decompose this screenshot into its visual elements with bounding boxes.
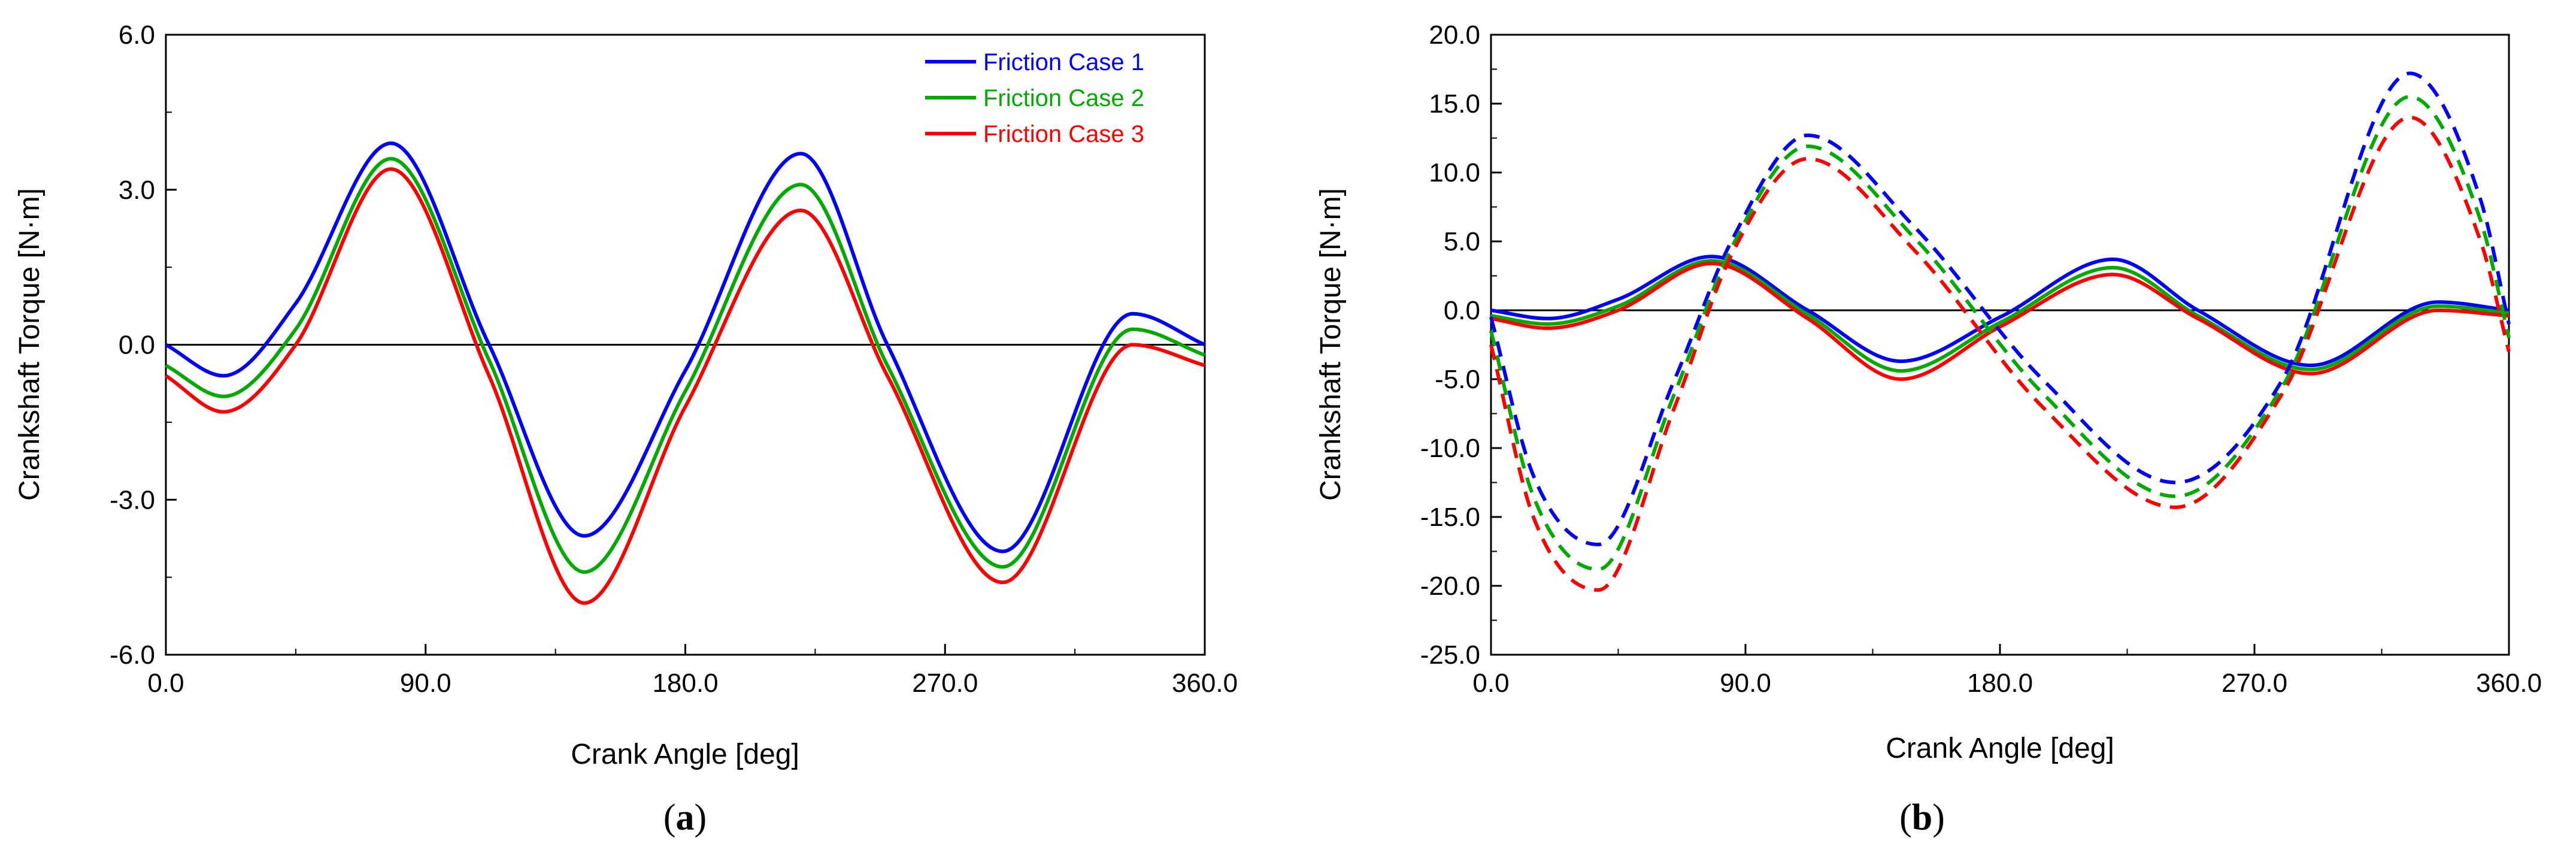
b-y-tick-label-9: 20.0	[1429, 20, 1480, 50]
chart-b-ticks: 0.0 90.0 180.0 270.0 360.0 -25.0 -20.0 -15.0 -10…	[1420, 20, 2542, 698]
panel-label-a-letter: a	[676, 797, 695, 838]
panel-label-a-open: (	[663, 797, 676, 838]
b-x-tick-label-3: 270.0	[2222, 668, 2287, 698]
b-series-friction-case-2	[1490, 259, 2510, 373]
chart-a-legend: Friction Case 1 Friction Case 2 Friction…	[925, 49, 1144, 147]
panel-label-b-letter: b	[1912, 797, 1932, 838]
a-x-tick-label-3: 270.0	[912, 668, 978, 698]
panel-label-a: (a)	[663, 797, 707, 838]
a-x-tick-label-4: 360.0	[1172, 668, 1238, 698]
a-y-tick-label-2: 0.0	[119, 331, 155, 360]
a-y-tick-label-3: 3.0	[119, 176, 155, 205]
legend-label-friction-case-2: Friction Case 2	[983, 85, 1144, 111]
a-y-tick-label-1: -3.0	[110, 485, 155, 515]
chart-a-x-axis-label: Crank Angle [deg]	[571, 739, 799, 770]
panel-label-a-close: )	[695, 797, 707, 838]
b-series-friction-case-1-dashed	[1489, 71, 2511, 546]
chart-b-y-axis-label: Crankshaft Torque [N·m]	[1315, 188, 1347, 501]
panel-label-b-open: (	[1899, 797, 1912, 838]
chart-a-y-axis-label: Crankshaft Torque [N·m]	[14, 188, 46, 501]
b-y-tick-label-5: 0.0	[1444, 296, 1480, 325]
a-series-friction-case-3	[165, 167, 1205, 605]
a-x-tick-label-1: 90.0	[400, 668, 451, 698]
b-x-tick-label-4: 360.0	[2476, 668, 2542, 698]
panel-label-b: (b)	[1899, 797, 1945, 838]
a-y-tick-label-0: -6.0	[110, 640, 155, 670]
chart-a-ticks: 0.0 90.0 180.0 270.0 360.0 -6.0 -3.0 0.0 3.0 6.0	[110, 20, 1238, 698]
chart-a-series	[165, 141, 1206, 605]
b-y-tick-label-4: -5.0	[1435, 365, 1480, 394]
b-y-tick-label-7: 10.0	[1429, 158, 1480, 187]
a-series-friction-case-2	[165, 157, 1206, 574]
chart-panel-a: 0.0 90.0 180.0 270.0 360.0-6.0-3.00.03.06.0 …	[14, 20, 1238, 838]
b-series-friction-case-2-dashed	[1489, 95, 2511, 571]
a-y-tick-label-4: 6.0	[119, 20, 155, 50]
b-x-tick-label-0: 0.0	[1472, 668, 1509, 698]
b-y-tick-label-0: -25.0	[1420, 640, 1480, 670]
chart-b-x-axis-label: Crank Angle [deg]	[1886, 733, 2114, 764]
a-series-friction-case-1	[165, 141, 1206, 553]
b-y-tick-label-6: 5.0	[1444, 227, 1480, 256]
b-x-tick-label-2: 180.0	[1967, 668, 2033, 698]
b-series-friction-case-3-dashed	[1489, 116, 2511, 592]
panel-label-b-close: )	[1932, 797, 1945, 838]
legend-label-friction-case-1: Friction Case 1	[983, 49, 1144, 75]
b-x-tick-label-1: 90.0	[1720, 668, 1771, 698]
a-x-tick-label-2: 180.0	[652, 668, 718, 698]
legend-label-friction-case-3: Friction Case 3	[983, 121, 1144, 147]
b-y-tick-label-1: -20.0	[1420, 571, 1480, 601]
b-y-tick-label-8: 15.0	[1429, 89, 1480, 119]
b-series-friction-case-3	[1490, 261, 2510, 381]
b-y-tick-label-3: -10.0	[1420, 434, 1480, 463]
a-x-tick-label-0: 0.0	[147, 668, 184, 698]
chart-b-series	[1489, 71, 2511, 592]
b-y-tick-label-2: -15.0	[1420, 503, 1480, 532]
chart-panel-b: 0.0 90.0 180.0 270.0 360.0 -25.0 -20.0 -15.0 -10…	[1315, 20, 2542, 838]
